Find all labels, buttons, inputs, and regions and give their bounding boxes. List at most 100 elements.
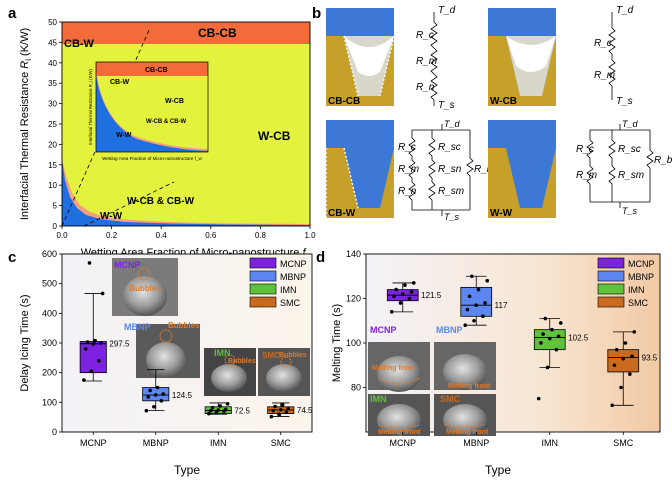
- data-point: [85, 340, 90, 344]
- data-point: [93, 338, 97, 343]
- data-point: [87, 261, 92, 265]
- schematic-w-w: W-W: [488, 120, 556, 219]
- label-w-w: W-W: [100, 211, 123, 222]
- plot-c-ylabel: Delay Icing Time (s): [19, 294, 31, 391]
- photo-d-label-mcnp: MCNP: [370, 325, 397, 335]
- data-point: [280, 402, 285, 407]
- data-point: [223, 407, 228, 412]
- data-point: [403, 283, 407, 287]
- region-w-w: [62, 160, 310, 226]
- data-point: [394, 287, 398, 292]
- resistor-rb-ww: R_b: [654, 155, 672, 166]
- xtick-label: MCNP: [390, 438, 417, 448]
- ytick-label: 100: [346, 338, 361, 348]
- data-point: [155, 385, 160, 390]
- data-point: [612, 363, 617, 368]
- ytick-label: 500: [42, 279, 57, 289]
- data-point: [467, 294, 472, 299]
- legend-swatch: [249, 270, 277, 282]
- data-point: [536, 396, 541, 401]
- legend-swatch: [249, 283, 277, 295]
- photo-mbnp: Bubbles MBNP: [124, 321, 200, 378]
- resistor-rc-wcb: R_c: [594, 38, 612, 49]
- resistor-rsm-cbw: R_sm: [438, 186, 464, 197]
- data-point: [146, 395, 151, 399]
- legend-d: MCNP MBNP IMN SMC: [597, 257, 655, 308]
- data-point: [411, 281, 416, 285]
- ytick-label: 80: [351, 383, 361, 393]
- data-point: [483, 301, 487, 305]
- tile-label-cb-cb: CB-CB: [328, 96, 360, 107]
- legend-label: MCNP: [280, 259, 307, 269]
- bubbles-label-smc: Bubbles: [279, 352, 307, 359]
- a-xtick-label: 0.0: [56, 231, 68, 240]
- melting-front-mbnp: Melting front: [448, 383, 491, 390]
- data-point: [472, 318, 476, 323]
- box-mbnp: [460, 286, 493, 317]
- inset-label-cb-cb: CB-CB: [145, 67, 168, 74]
- circuit-bottom-w-cb: T_s: [616, 96, 633, 107]
- data-point: [218, 404, 222, 408]
- data-point: [554, 347, 559, 352]
- data-point: [89, 369, 94, 373]
- a-ytick-label: 15: [48, 161, 57, 170]
- ytick-label: 100: [42, 397, 57, 407]
- photo-label-mcnp: MCNP: [114, 260, 141, 270]
- resistor-rsc-ww: R_sc: [618, 144, 641, 155]
- ytick-label: 400: [42, 308, 57, 318]
- data-point: [470, 274, 474, 279]
- data-point: [271, 408, 276, 413]
- a-ytick-label: 10: [48, 181, 57, 190]
- data-point: [558, 321, 563, 325]
- data-point: [400, 292, 405, 296]
- ytick-label: 600: [42, 249, 57, 259]
- inset-xlabel: Wetting Area Fraction of Micro-nanostruc…: [102, 156, 202, 161]
- melting-front-smc: Melting front: [446, 429, 489, 436]
- data-point: [392, 294, 396, 299]
- xtick-label: SMC: [613, 438, 634, 448]
- median-value-label: 121.5: [421, 291, 442, 300]
- bubbles-label-mbnp: Bubbles: [168, 321, 200, 330]
- a-xtick-label: 0.8: [255, 231, 267, 240]
- data-point: [463, 323, 468, 328]
- panel-d-label: d: [316, 249, 325, 266]
- photo-d-smc: SMC Melting front: [434, 394, 496, 436]
- tile-label-w-w: W-W: [490, 208, 513, 219]
- resistor-rm-ww: R_m: [576, 170, 597, 181]
- data-point: [208, 408, 213, 413]
- box-smc: [607, 349, 640, 373]
- data-point: [485, 278, 490, 283]
- data-point: [207, 411, 211, 416]
- bubbles-label-imn: Bubbles: [228, 358, 256, 365]
- data-point: [409, 290, 414, 294]
- data-point: [398, 301, 403, 305]
- plot-d-xlabel: Type: [485, 463, 511, 477]
- data-point: [614, 347, 619, 352]
- xtick-label: SMC: [271, 438, 292, 448]
- label-w-cb: W-CB: [258, 129, 291, 143]
- data-point: [278, 407, 283, 412]
- legend-label: MBNP: [628, 272, 654, 282]
- data-point: [547, 336, 552, 341]
- legend-label: IMN: [628, 285, 645, 295]
- label-cb-cb: CB-CB: [198, 26, 237, 40]
- inset-label-cb-w: CB-W: [110, 79, 129, 86]
- median-value-label: 297.5: [109, 340, 130, 349]
- data-point: [269, 414, 274, 419]
- xtick-label: IMN: [542, 438, 559, 448]
- legend-label: IMN: [280, 285, 297, 295]
- ytick-label: 140: [346, 249, 361, 259]
- schematic-cb-w: CB-W: [325, 120, 394, 219]
- inset-plot: CB-CB CB-W W-CB W-CB & CB-W W-W Interfac…: [88, 61, 209, 161]
- data-point: [83, 347, 88, 351]
- data-point: [82, 378, 86, 382]
- panel-c: c Bubbles MCNP: [8, 249, 313, 477]
- resistor-rsc-cbw: R_sc: [438, 142, 461, 153]
- a-ytick-label: 45: [48, 38, 57, 47]
- data-point: [632, 330, 637, 334]
- xtick-label: IMN: [210, 438, 227, 448]
- a-ytick-label: 0: [53, 222, 58, 231]
- data-point: [465, 307, 470, 312]
- legend-swatch: [597, 283, 625, 295]
- median-value-label: 102.5: [568, 333, 589, 342]
